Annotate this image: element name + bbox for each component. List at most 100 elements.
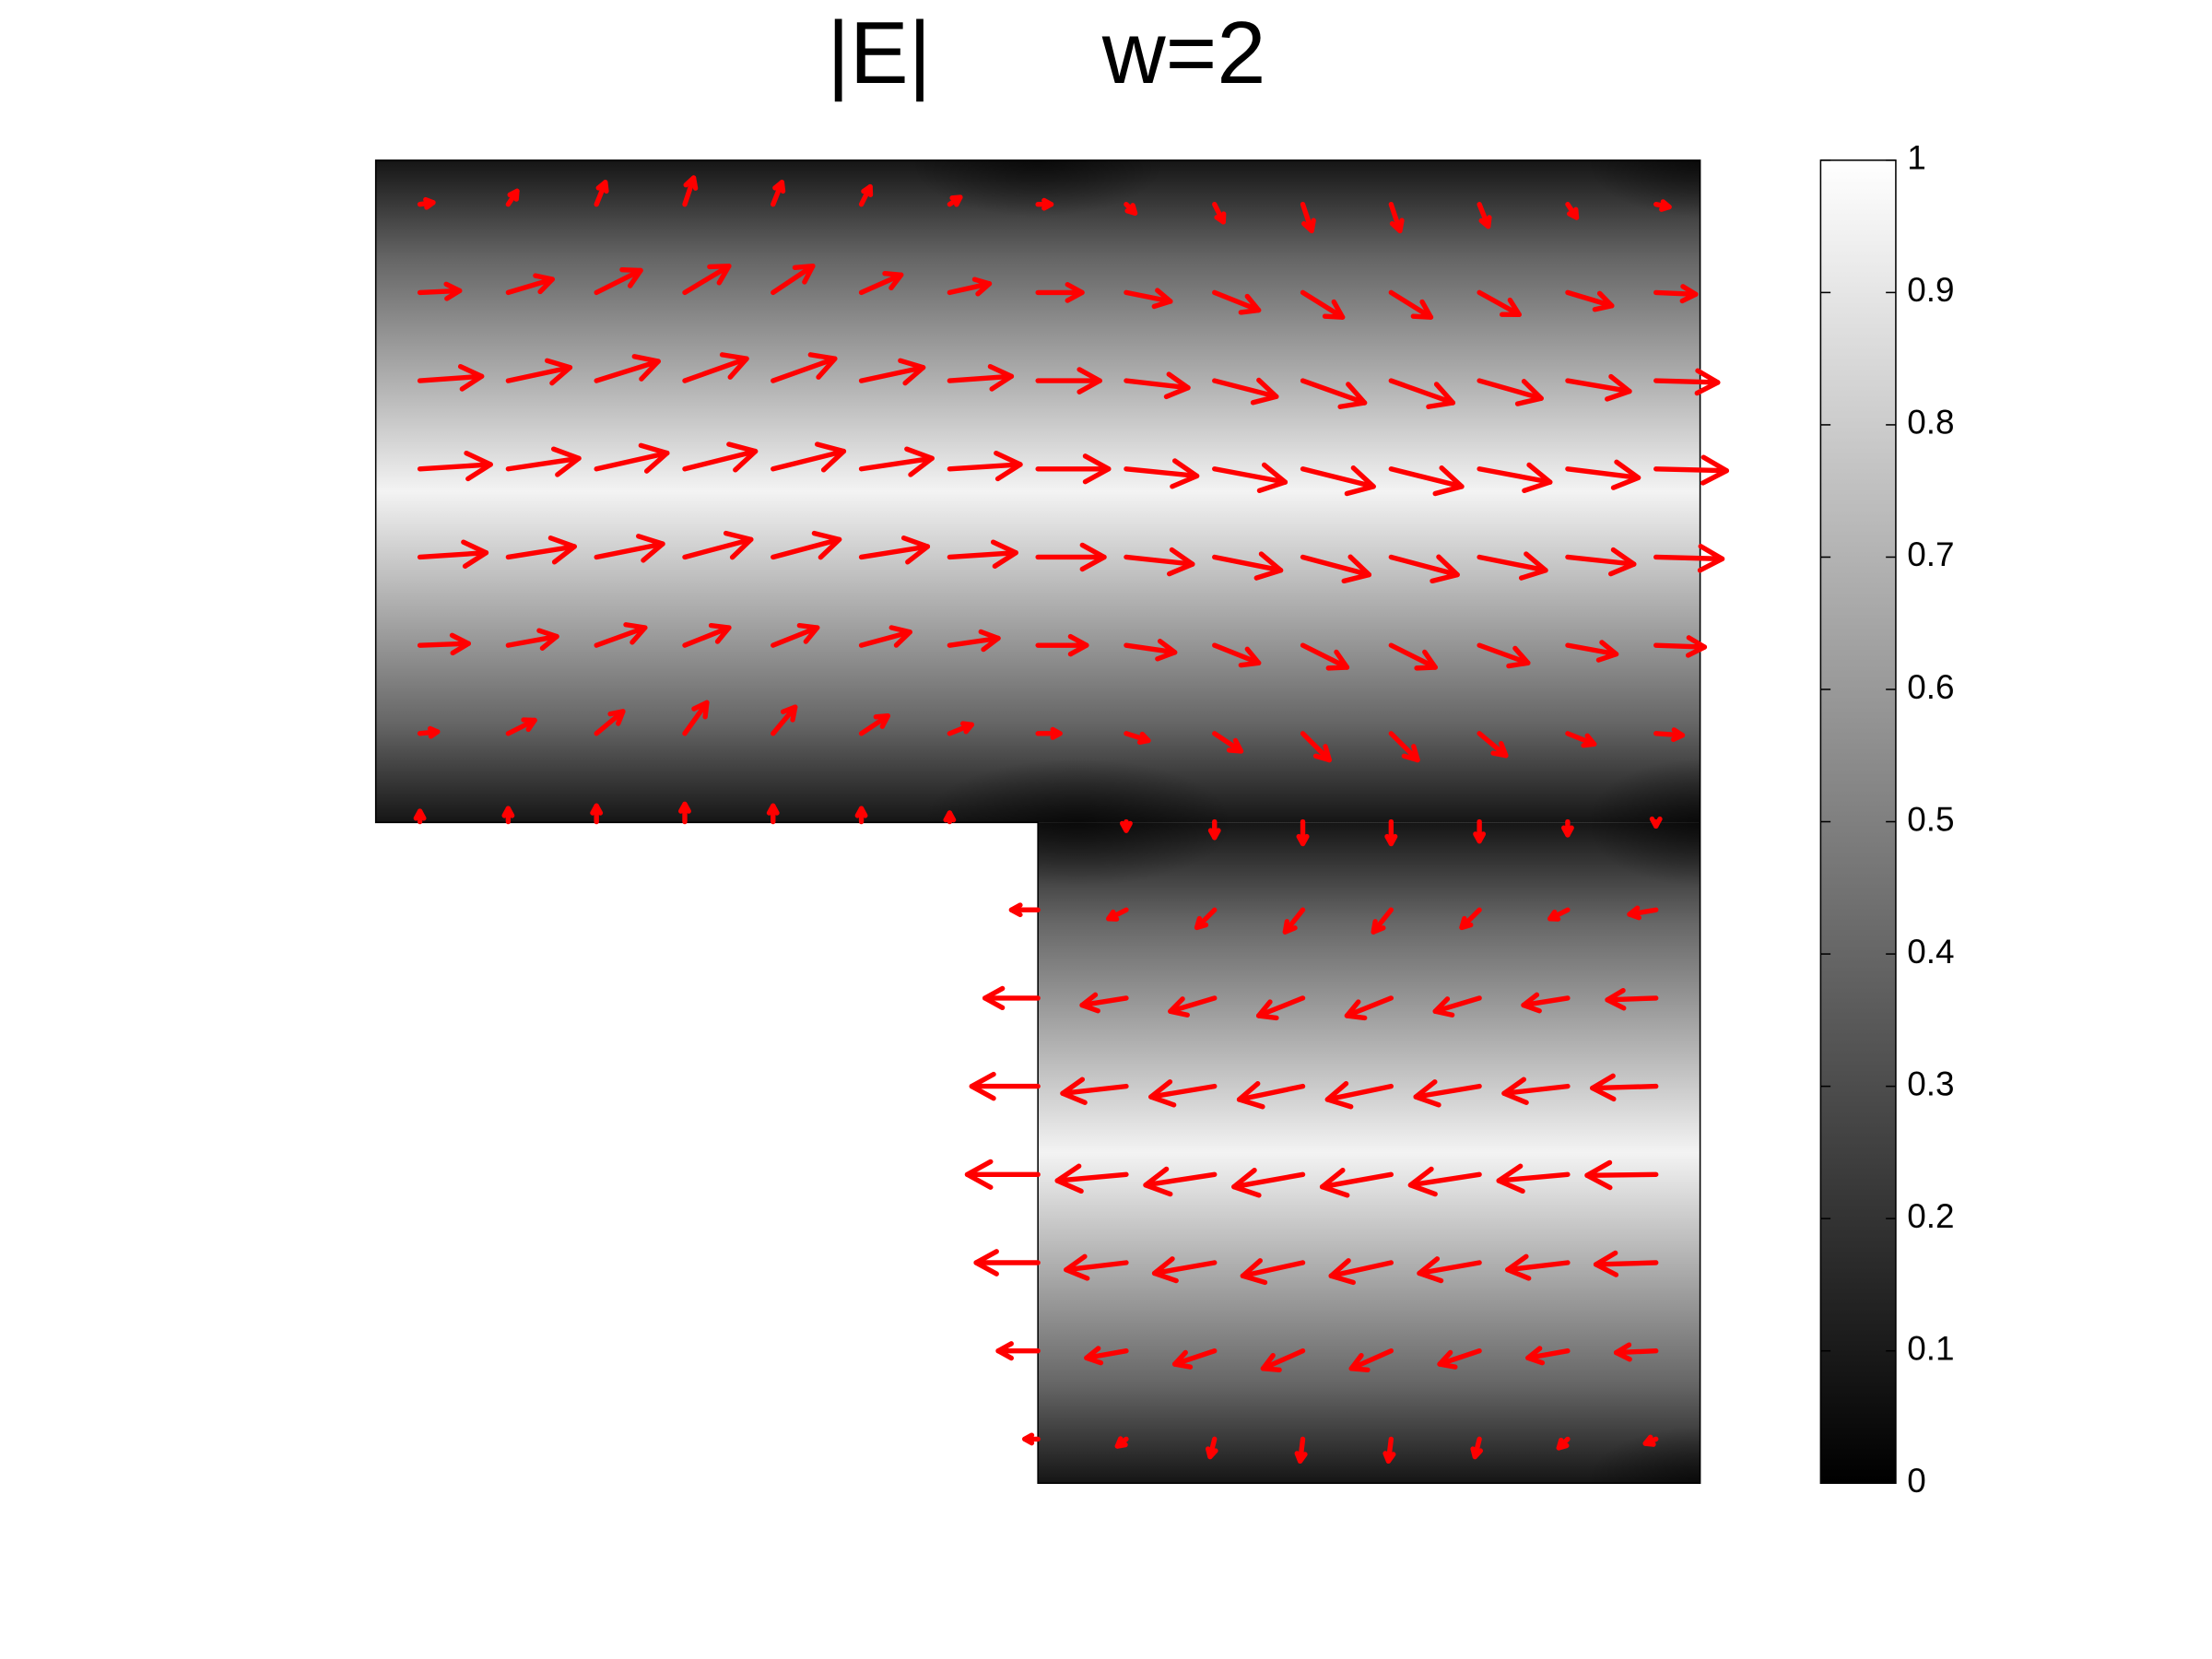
arrow-shaft: [1505, 1260, 1571, 1273]
arrow-shaft: [771, 356, 838, 383]
arrow-head: [1595, 640, 1619, 663]
arrow: [1627, 905, 1659, 921]
arrow-head: [545, 358, 573, 386]
arrow: [1079, 992, 1129, 1014]
arrow: [417, 539, 489, 569]
arrow-shaft: [1212, 554, 1284, 573]
arrow-shaft: [1388, 466, 1465, 489]
arrow: [1477, 202, 1492, 229]
arrow-shaft: [1437, 1348, 1482, 1367]
arrow-head: [1432, 996, 1455, 1018]
arrow: [1477, 731, 1509, 759]
arrow: [1035, 633, 1089, 657]
arrow: [1565, 289, 1615, 312]
arrow-head: [1120, 820, 1133, 833]
arrow-head: [1065, 281, 1085, 303]
arrow-head: [1312, 744, 1332, 763]
arrow-head: [1231, 1168, 1262, 1198]
arrow-head: [1054, 1163, 1084, 1194]
arrow: [1212, 642, 1262, 668]
arrow-shaft: [594, 267, 643, 296]
arrow: [1348, 1348, 1394, 1373]
arrow: [1255, 995, 1306, 1021]
arrow-head: [1194, 915, 1209, 931]
arrow-head: [990, 539, 1018, 569]
arrow-head: [1226, 737, 1244, 754]
arrow-shaft: [1413, 1083, 1482, 1100]
arrow-shaft: [771, 448, 847, 472]
arrow-head: [1206, 1446, 1218, 1460]
arrow-head: [772, 180, 786, 194]
arrow: [1035, 197, 1054, 211]
arrow: [505, 188, 520, 207]
arrow: [858, 358, 926, 386]
arrow-head: [1478, 215, 1492, 229]
arrow-shaft: [858, 455, 935, 472]
arrow-shaft: [1653, 378, 1721, 385]
arrow-head: [898, 358, 926, 386]
arrow: [594, 534, 665, 563]
arrow-head: [995, 1341, 1014, 1361]
arrow-head: [536, 628, 559, 651]
arrow-head: [1282, 919, 1298, 935]
arrow-head: [978, 629, 1001, 653]
arrow-shaft: [1300, 642, 1350, 670]
arrow: [417, 725, 441, 739]
arrow: [1407, 1166, 1482, 1197]
arrow: [1547, 907, 1571, 922]
arrow-shaft: [771, 704, 798, 736]
arrow-head: [719, 352, 749, 380]
arrow-head: [1522, 462, 1553, 493]
arrow: [1653, 284, 1699, 304]
arrow: [1124, 547, 1195, 577]
arrow-shaft: [417, 549, 489, 560]
title-parameter: w=2: [1101, 5, 1266, 102]
arrow: [1473, 818, 1487, 844]
arrow-head: [973, 1249, 999, 1277]
arrow: [1143, 1166, 1218, 1197]
arrow-shaft: [858, 272, 904, 296]
arrow-head: [1437, 1349, 1458, 1370]
arrow-head: [1319, 1168, 1350, 1198]
arrow: [1282, 907, 1306, 935]
arrow-shaft: [1525, 1348, 1571, 1361]
arrow-shaft: [417, 373, 485, 383]
arrow: [682, 175, 699, 207]
arrow-shaft: [1124, 642, 1178, 655]
arrow-head: [1514, 379, 1544, 406]
arrow: [858, 535, 931, 565]
arrow-head: [1685, 635, 1708, 658]
arrow: [1653, 199, 1672, 212]
arrow: [1388, 378, 1456, 409]
arrow: [1388, 642, 1438, 671]
arrow-head: [1238, 293, 1262, 315]
arrow: [1212, 377, 1279, 406]
arrow: [1432, 995, 1482, 1018]
arrow-head: [1022, 1432, 1035, 1446]
arrow-head: [904, 446, 935, 477]
arrow-head: [814, 441, 847, 473]
arrow-head: [1590, 1073, 1617, 1102]
arrow: [1324, 1081, 1394, 1110]
arrow-head: [792, 263, 816, 285]
arrow-shaft: [1565, 378, 1632, 394]
arrow: [1605, 987, 1659, 1011]
arrow-head: [1260, 1352, 1282, 1373]
arrow-head: [1547, 909, 1561, 922]
arrow: [1168, 995, 1218, 1018]
arrow-head: [1163, 371, 1191, 400]
arrow: [1319, 1168, 1394, 1198]
arrow-head: [1389, 218, 1405, 234]
arrow: [1593, 1250, 1659, 1277]
arrow-shaft: [1388, 289, 1434, 320]
arrow-shaft: [682, 356, 749, 383]
arrow: [1413, 1079, 1482, 1108]
arrow: [1035, 726, 1063, 740]
arrow-shaft: [1084, 1348, 1129, 1361]
arrow-head: [1613, 1342, 1632, 1362]
arrow: [417, 364, 485, 392]
colorbar: [1819, 159, 1897, 1484]
field-bottom: [1038, 822, 1700, 1484]
arrow-head: [1155, 639, 1178, 662]
arrow-head: [1255, 999, 1279, 1021]
